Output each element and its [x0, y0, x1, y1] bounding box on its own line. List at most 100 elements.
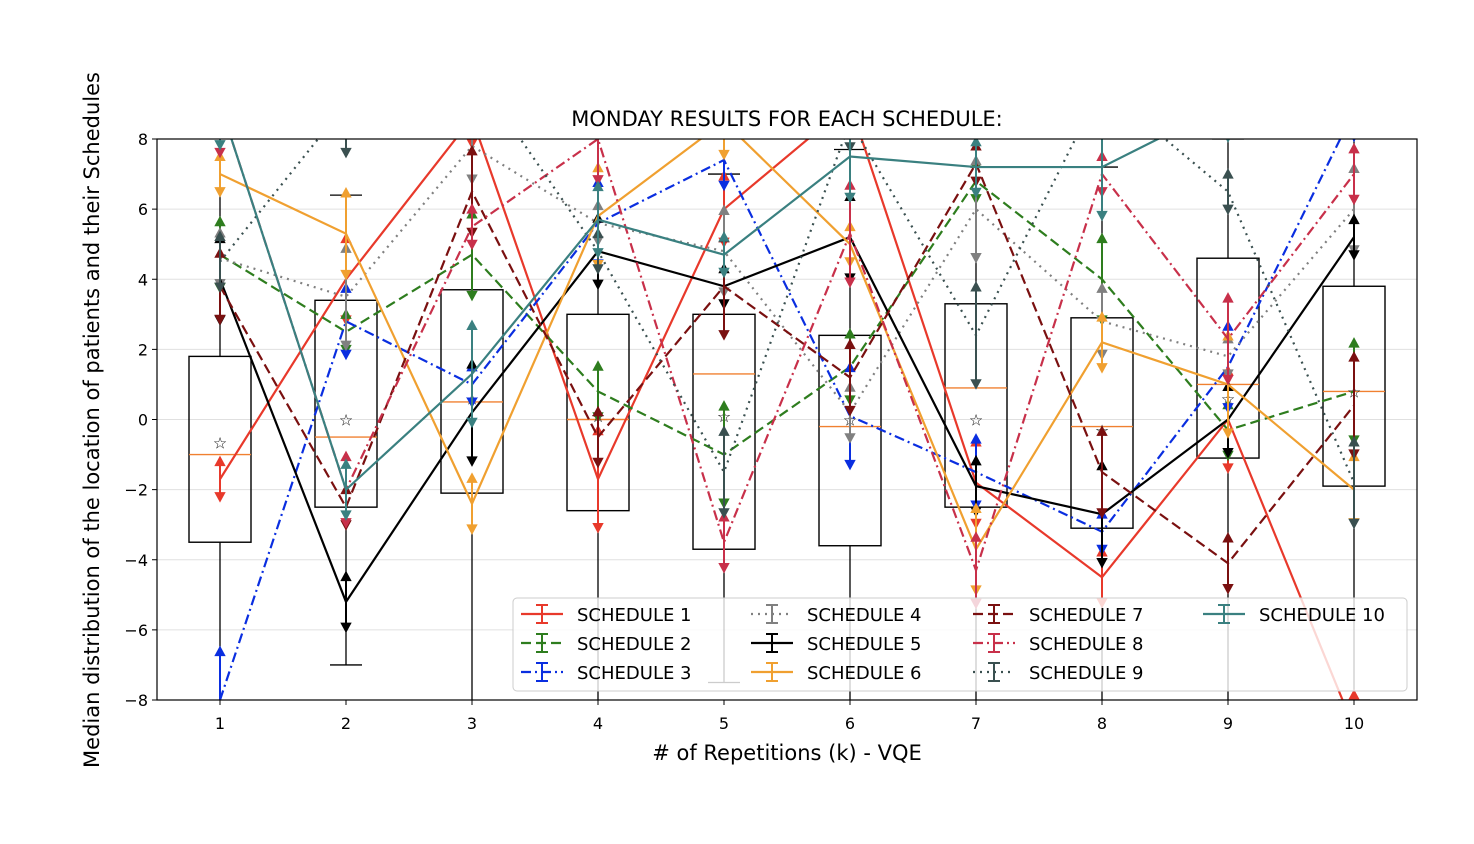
errorbar-cap-down	[1096, 210, 1108, 222]
series-point	[844, 338, 856, 417]
series-point	[970, 139, 982, 199]
errorbar-cap-down	[592, 264, 604, 275]
series-point	[718, 425, 730, 519]
series-point	[718, 231, 730, 279]
errorbar-cap-up	[970, 433, 982, 444]
errorbar-cap-down	[592, 248, 604, 259]
errorbar-cap-up	[1348, 337, 1360, 348]
box-mean-marker: ☆	[339, 411, 353, 430]
errorbar-cap-up	[1222, 532, 1234, 543]
y-tick-label-4: 0	[138, 411, 148, 430]
errorbar-cap-up	[466, 319, 478, 331]
errorbar-cap-down	[340, 269, 352, 281]
errorbar-cap-down	[466, 239, 478, 251]
x-tick-label-3: 4	[593, 714, 603, 733]
series-point	[340, 570, 352, 634]
legend-item-10: SCHEDULE 10	[1203, 604, 1385, 626]
errorbar-cap-down	[970, 253, 982, 264]
errorbar-cap-down	[1348, 518, 1360, 530]
series-line	[218, 235, 1355, 605]
y-tick-label-5: 2	[138, 340, 148, 359]
errorbar-cap-up	[970, 502, 982, 514]
errorbar-cap-down	[844, 277, 856, 289]
errorbar-cap-down	[718, 267, 730, 279]
series-line	[219, 139, 1344, 700]
y-tick-label-3: −2	[124, 481, 148, 500]
errorbar-cap-up	[1096, 282, 1108, 293]
series-point	[466, 203, 478, 251]
series-point	[1222, 168, 1234, 216]
series-point	[340, 458, 352, 521]
axis-ticks: −8 −6 −4 −2 0 2 4 6 8 1 2 3 4 5 6 7 8 9 10	[124, 130, 1364, 733]
errorbar-cap-down	[466, 417, 478, 429]
series-point	[340, 186, 352, 281]
errorbar-cap-down	[970, 187, 982, 199]
errorbar-cap-up	[592, 180, 604, 192]
series-line	[219, 161, 1355, 565]
errorbar-cap-down	[592, 175, 604, 186]
y-tick-label-0: −8	[124, 691, 148, 710]
series-point	[592, 180, 604, 259]
series-point	[970, 280, 982, 390]
series-line	[219, 179, 1355, 456]
legend-item-7: SCHEDULE 7	[973, 604, 1144, 626]
x-tick-label-1: 2	[341, 714, 351, 733]
errorbar-cap-up	[592, 405, 604, 417]
errorbar-cap-down	[718, 180, 730, 192]
x-tick-label-6: 7	[971, 714, 981, 733]
errorbar-cap-down	[718, 562, 730, 574]
errorbar-cap-up	[844, 327, 856, 339]
errorbar-cap-up	[844, 338, 856, 349]
series-point	[214, 139, 226, 159]
legend-label: SCHEDULE 7	[1029, 605, 1144, 626]
legend-label: SCHEDULE 5	[807, 634, 922, 655]
errorbar-cap-down	[1096, 508, 1108, 519]
errorbar-cap-down	[466, 290, 478, 302]
errorbar-cap-up	[466, 144, 478, 156]
x-tick-label-9: 10	[1344, 714, 1364, 733]
series-point	[1348, 142, 1360, 206]
errorbar-cap-down	[1096, 363, 1108, 374]
legend-item-4: SCHEDULE 4	[751, 604, 922, 626]
series-point	[466, 319, 478, 429]
errorbar-cap-down	[592, 279, 604, 291]
errorbar-cap-up	[970, 454, 982, 466]
box-mean-marker: ☆	[969, 411, 983, 430]
errorbar-cap-down	[340, 340, 352, 352]
errorbar-cap-down	[844, 433, 856, 444]
series-lines	[214, 139, 1360, 700]
errorbar-cap-down	[340, 518, 352, 529]
y-axis-title: Median distribution of the location of p…	[80, 72, 104, 768]
legend-frame	[512, 597, 1408, 692]
legend-label: SCHEDULE 8	[1029, 634, 1144, 655]
series-point	[214, 139, 226, 151]
errorbar-cap-up	[718, 425, 730, 436]
series-point	[1222, 532, 1234, 595]
series-point	[1096, 425, 1108, 519]
series-line	[218, 139, 1342, 700]
series-point	[718, 139, 730, 161]
errorbar-cap-down	[592, 522, 604, 534]
x-tick-label-8: 9	[1223, 714, 1233, 733]
errorbar-cap-up	[1222, 168, 1234, 179]
errorbar-cap-up	[1348, 351, 1360, 362]
errorbar-cap-up	[718, 204, 730, 216]
series-point	[1096, 139, 1108, 222]
errorbar-cap-down	[466, 456, 478, 467]
series-point	[340, 139, 352, 159]
legend-label: SCHEDULE 9	[1029, 663, 1144, 684]
x-axis-title: # of Repetitions (k) - VQE	[652, 741, 922, 765]
legend-item-2: SCHEDULE 2	[521, 633, 692, 655]
errorbar-cap-up	[340, 186, 352, 198]
errorbar-cap-up	[214, 230, 226, 241]
errorbar-cap-down	[592, 457, 604, 469]
errorbar-cap-down	[1222, 204, 1234, 216]
series-point	[1352, 139, 1356, 143]
errorbar-cap-down	[340, 622, 352, 634]
errorbar-cap-up	[592, 360, 604, 371]
errorbar-cap-up	[970, 280, 982, 292]
y-tick-label-2: −4	[124, 551, 148, 570]
series-point	[1348, 435, 1360, 530]
legend: SCHEDULE 1 SCHEDULE 2 SCHEDULE 3 SCHEDULE …	[512, 597, 1408, 692]
errorbar-cap-down	[718, 508, 730, 519]
